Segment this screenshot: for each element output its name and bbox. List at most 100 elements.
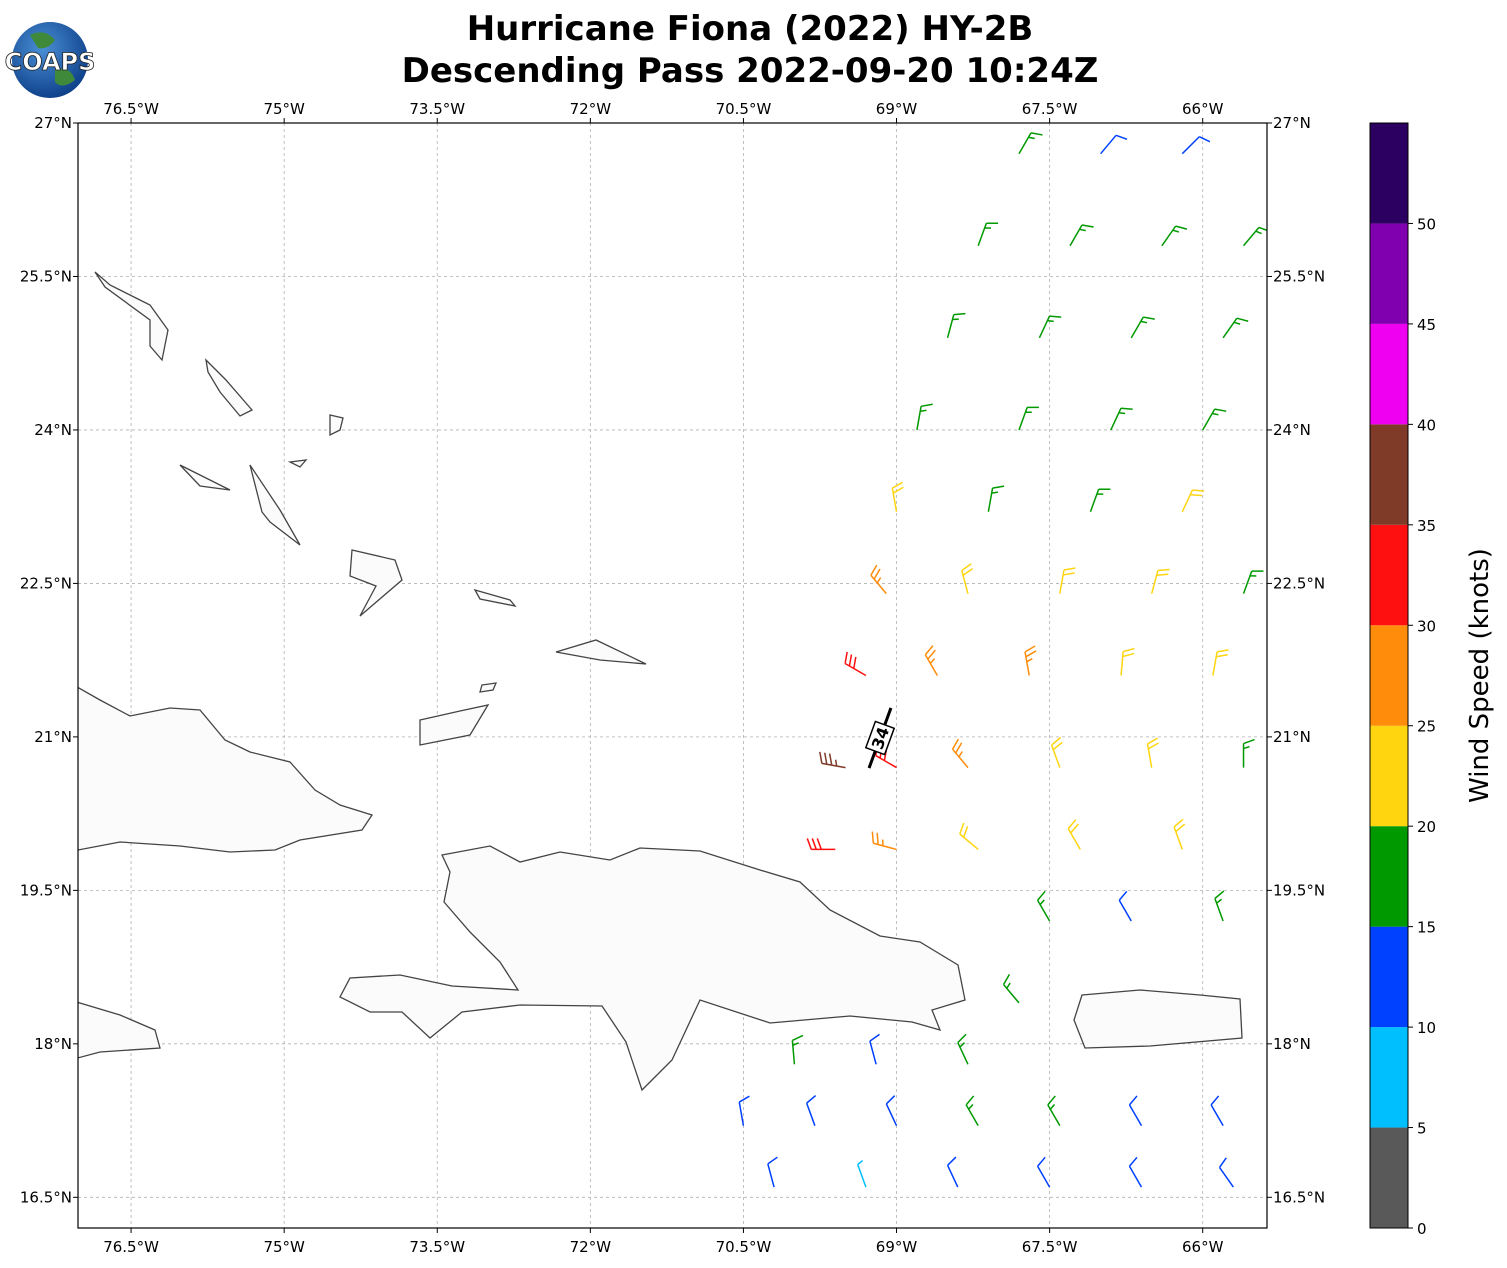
x-tick-label: 75°W — [263, 1238, 305, 1256]
x-tick-label: 66°W — [1182, 100, 1224, 118]
y-tick-label: 21°N — [34, 728, 72, 746]
wind-barb — [916, 403, 933, 431]
y-tick-label: 27°N — [34, 114, 72, 132]
colorbar-segment — [1370, 123, 1408, 224]
wind-barb — [1067, 819, 1081, 850]
y-tick-label: 19.5°N — [20, 881, 72, 899]
wind-barb — [965, 1095, 979, 1127]
wind-barb — [959, 822, 979, 851]
island — [555, 639, 647, 665]
island — [287, 459, 308, 468]
wind-barb — [1018, 132, 1043, 155]
colorbar-segment — [1370, 323, 1408, 425]
wind-barb — [1181, 489, 1205, 513]
colorbar-tick-label: 45 — [1417, 316, 1436, 334]
wind-barb — [1002, 974, 1020, 1004]
wind-barb — [1218, 1157, 1234, 1188]
wind-barb — [946, 312, 966, 339]
island — [94, 271, 169, 362]
wind-barb — [1118, 890, 1132, 922]
colorbar: 0 5 10 15 20 25 30 35 40 45 50 Wind Speed (knots) — [1369, 122, 1495, 1238]
wind-barb — [844, 651, 867, 677]
colorbar-tick-label: 20 — [1417, 818, 1436, 836]
y-tick-label: 25.5°N — [1273, 267, 1325, 285]
y-tick-label: 18°N — [34, 1035, 72, 1053]
wind-barb — [1146, 737, 1159, 768]
wind-barb — [977, 222, 999, 247]
barb-layer — [738, 132, 1267, 1188]
x-tick-label: 69°W — [876, 100, 918, 118]
colorbar-tick-label: 40 — [1417, 416, 1436, 434]
title-line: Descending Pass 2022-09-20 10:24Z — [402, 51, 1099, 91]
wind-barb — [1069, 224, 1094, 247]
center-marker: 34 — [864, 707, 896, 769]
wind-barb — [856, 1160, 867, 1188]
logo: COAPS — [4, 22, 96, 98]
wind-barb — [1050, 736, 1063, 768]
wind-barb — [987, 485, 1005, 512]
island — [329, 414, 344, 437]
wind-barb — [1128, 1156, 1143, 1188]
wind-barb — [1128, 1095, 1143, 1127]
wind-barb — [869, 1033, 880, 1065]
tick-layer: 76.5°W 76.5°W 75°W 75°W 73.5°W 73.5°W 72°W 72°W… — [20, 100, 1325, 1256]
wind-barb — [1242, 570, 1264, 594]
x-tick-label: 72°W — [570, 100, 612, 118]
wind-barb — [1161, 225, 1188, 247]
y-tick-label: 24°N — [1273, 421, 1311, 439]
wind-barb — [924, 645, 938, 676]
y-tick-label: 16.5°N — [20, 1188, 72, 1206]
wind-barb — [1024, 645, 1037, 676]
y-tick-label: 22.5°N — [1273, 574, 1325, 592]
y-tick-label: 27°N — [1273, 114, 1311, 132]
y-tick-label: 19.5°N — [1273, 881, 1325, 899]
wind-barb — [791, 1034, 804, 1065]
wind-barb — [1036, 1156, 1051, 1188]
wind-barb — [1214, 890, 1225, 922]
hispaniola — [339, 845, 966, 1092]
wind-barb — [1018, 406, 1039, 431]
wind-barb — [870, 564, 887, 595]
wind-barb — [1036, 890, 1051, 922]
x-tick-label: 76.5°W — [103, 1238, 159, 1256]
x-tick-label: 70.5°W — [716, 1238, 772, 1256]
y-tick-label: 21°N — [1273, 728, 1311, 746]
x-tick-label: 67.5°W — [1022, 100, 1078, 118]
y-tick-label: 18°N — [1273, 1035, 1311, 1053]
wind-barb — [1100, 134, 1128, 155]
puerto-rico — [1073, 989, 1243, 1049]
wind-barb — [1150, 568, 1170, 594]
colorbar-segment — [1370, 926, 1408, 1028]
colorbar-tick-label: 0 — [1417, 1220, 1427, 1238]
colorbar-tick-label: 15 — [1417, 919, 1436, 937]
island — [473, 588, 517, 607]
x-tick-label: 66°W — [1182, 1238, 1224, 1256]
jamaica — [78, 1001, 161, 1059]
wind-barb — [951, 738, 969, 769]
colorbar-segment — [1370, 223, 1408, 324]
y-tick-label: 22.5°N — [20, 574, 72, 592]
x-tick-label: 75°W — [263, 100, 305, 118]
island — [349, 549, 403, 617]
x-tick-label: 73.5°W — [409, 1238, 465, 1256]
x-tick-label: 67.5°W — [1022, 1238, 1078, 1256]
wind-barb — [891, 481, 904, 512]
wind-barb — [1059, 567, 1076, 594]
wind-barb — [1120, 647, 1135, 676]
island — [419, 704, 490, 746]
wind-barb — [1089, 488, 1111, 513]
colorbar-tick-label: 35 — [1417, 517, 1436, 535]
wind-barb — [1047, 1095, 1061, 1127]
wind-barb — [961, 563, 974, 594]
wind-barb — [806, 838, 836, 851]
colorbar-segment — [1370, 826, 1408, 927]
island — [249, 464, 301, 546]
wind-barb — [946, 1156, 959, 1188]
cuba — [78, 686, 374, 853]
colorbar-tick-label: 5 — [1417, 1120, 1427, 1138]
colorbar-segment — [1370, 524, 1408, 626]
island — [179, 464, 231, 491]
x-tick-label: 72°W — [570, 1238, 612, 1256]
colorbar-segment — [1370, 1027, 1408, 1128]
colorbar-segment — [1370, 725, 1408, 827]
